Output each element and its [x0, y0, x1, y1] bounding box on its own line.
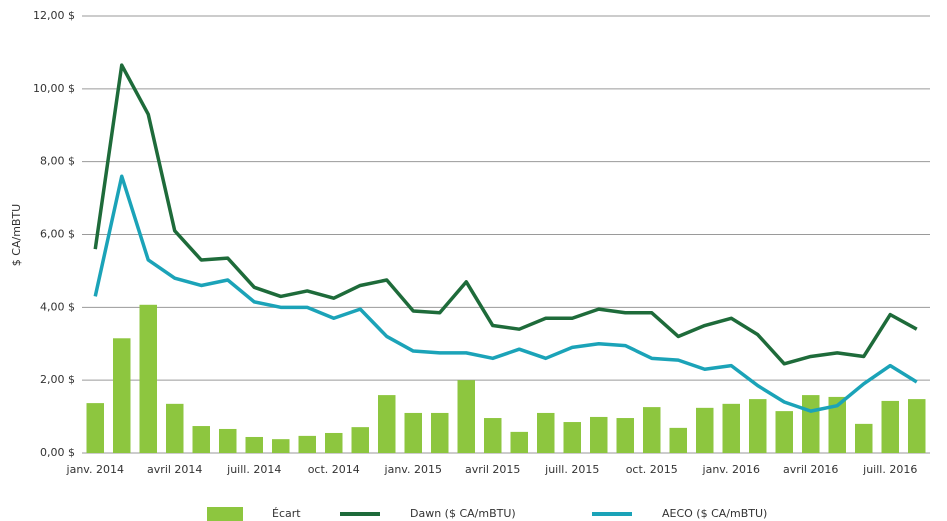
- bar: [669, 427, 687, 453]
- bar: [86, 403, 104, 453]
- x-tick-label: janv. 2015: [384, 463, 442, 476]
- bar: [908, 399, 926, 453]
- x-tick-label: juill. 2015: [544, 463, 599, 476]
- legend-label: Écart: [272, 507, 301, 520]
- bar: [696, 407, 714, 453]
- y-tick-label: 10,00 $: [33, 82, 75, 95]
- y-tick-label: 12,00 $: [33, 9, 75, 22]
- bar: [855, 423, 873, 453]
- bar: [272, 439, 290, 453]
- bar: [881, 400, 899, 453]
- bar: [510, 431, 528, 453]
- x-tick-label: juill. 2016: [862, 463, 917, 476]
- x-tick-label: avril 2015: [465, 463, 520, 476]
- bar: [563, 422, 581, 453]
- x-tick-label: avril 2014: [147, 463, 202, 476]
- bar: [802, 395, 820, 453]
- bar: [643, 407, 661, 453]
- bar: [722, 403, 740, 453]
- bar: [749, 399, 767, 453]
- y-tick-label: 0,00 $: [40, 446, 75, 459]
- bar: [351, 427, 369, 453]
- x-tick-label: janv. 2016: [702, 463, 760, 476]
- legend-swatch: [207, 507, 243, 521]
- bar: [219, 428, 237, 453]
- legend-label: Dawn ($ CA/mBTU): [410, 507, 516, 520]
- bar: [404, 412, 422, 453]
- bar: [378, 395, 396, 453]
- bar: [298, 435, 316, 453]
- bar: [113, 338, 131, 453]
- line: [93, 174, 918, 413]
- bar: [431, 412, 449, 453]
- y-tick-label: 2,00 $: [40, 373, 75, 386]
- bar: [139, 304, 157, 453]
- bar: [775, 411, 793, 453]
- y-tick-label: 6,00 $: [40, 228, 75, 241]
- bar: [166, 403, 184, 453]
- bar: [616, 418, 634, 453]
- line: [93, 63, 918, 366]
- y-tick-label: 4,00 $: [40, 300, 75, 313]
- bar: [457, 380, 475, 453]
- bar: [537, 412, 555, 453]
- bar: [484, 418, 502, 453]
- y-tick-label: 8,00 $: [40, 155, 75, 168]
- bar: [590, 416, 608, 453]
- x-tick-label: avril 2016: [783, 463, 838, 476]
- x-tick-label: janv. 2014: [66, 463, 124, 476]
- y-axis-label: $ CA/mBTU: [10, 204, 23, 266]
- bar: [828, 396, 846, 453]
- x-tick-label: oct. 2015: [626, 463, 678, 476]
- bar: [245, 436, 263, 453]
- x-tick-label: juill. 2014: [226, 463, 281, 476]
- bar: [192, 426, 210, 453]
- bar: [325, 432, 343, 453]
- legend-label: AECO ($ CA/mBTU): [662, 507, 767, 520]
- x-tick-label: oct. 2014: [308, 463, 360, 476]
